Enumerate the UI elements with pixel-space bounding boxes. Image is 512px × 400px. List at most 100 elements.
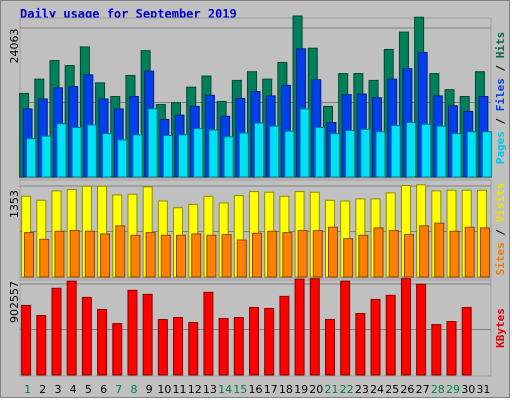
bar-hits-pages-day-11 <box>178 134 189 178</box>
panel-hits-max-label: 24063 <box>8 29 21 64</box>
bar-hits-pages-day-13 <box>208 129 219 178</box>
x-tick-day-19: 19 <box>294 383 308 396</box>
bar-visits-sites-day-20 <box>312 230 323 278</box>
x-tick-day-2: 2 <box>39 383 46 396</box>
bar-visits-sites-day-28 <box>434 222 445 278</box>
bar-visits-sites-day-21 <box>327 226 338 278</box>
bar-kbytes-kbytes-day-14 <box>218 318 229 376</box>
bar-hits-pages-day-15 <box>238 132 249 178</box>
x-tick-day-31: 31 <box>476 383 490 396</box>
bar-hits-pages-day-12 <box>193 128 204 178</box>
bar-visits-sites-day-8 <box>130 234 141 278</box>
bar-visits-sites-day-6 <box>100 233 111 278</box>
bar-hits-pages-day-27 <box>421 123 432 178</box>
bar-kbytes-kbytes-day-3 <box>51 287 62 376</box>
x-tick-day-11: 11 <box>173 383 187 396</box>
bar-kbytes-kbytes-day-17 <box>264 307 275 376</box>
bar-hits-pages-day-30 <box>466 131 477 178</box>
panel-visits-legend: Sites / Visits <box>494 183 507 276</box>
x-tick-day-29: 29 <box>446 383 460 396</box>
bar-kbytes-kbytes-day-30 <box>461 306 472 376</box>
x-tick-day-15: 15 <box>233 383 247 396</box>
bar-kbytes-kbytes-day-21 <box>324 319 335 376</box>
bar-kbytes-kbytes-day-25 <box>385 294 396 376</box>
bar-hits-pages-day-6 <box>102 133 113 178</box>
bar-kbytes-kbytes-day-4 <box>66 280 77 376</box>
bar-visits-sites-day-26 <box>403 234 414 278</box>
bar-visits-sites-day-16 <box>252 232 262 278</box>
bar-kbytes-kbytes-day-22 <box>340 280 351 376</box>
bar-visits-sites-day-29 <box>449 230 460 278</box>
bar-visits-sites-day-22 <box>343 238 354 278</box>
x-tick-day-18: 18 <box>279 383 293 396</box>
x-tick-day-16: 16 <box>249 383 263 396</box>
bar-hits-pages-day-2 <box>41 135 52 178</box>
legend-part-hits-4: Hits <box>494 32 507 59</box>
bar-visits-sites-day-7 <box>115 225 126 278</box>
bar-hits-pages-day-7 <box>117 139 128 178</box>
legend-part-hits-3: / <box>494 58 507 78</box>
bar-visits-sites-day-24 <box>373 227 384 278</box>
bar-hits-pages-day-19 <box>299 108 310 178</box>
bar-hits-pages-day-10 <box>162 135 173 178</box>
bar-visits-sites-day-3 <box>54 230 65 278</box>
bar-visits-sites-day-12 <box>191 233 202 278</box>
bar-visits-sites-day-10 <box>160 234 171 278</box>
bar-kbytes-kbytes-day-29 <box>446 321 457 376</box>
bar-hits-pages-day-31 <box>481 131 492 178</box>
bar-hits-pages-day-1 <box>26 138 37 178</box>
bar-visits-sites-day-31 <box>479 227 490 278</box>
x-tick-day-23: 23 <box>355 383 369 396</box>
bar-visits-sites-day-11 <box>176 234 187 278</box>
bar-hits-pages-day-20 <box>314 126 325 178</box>
legend-part-visits-0: Sites <box>494 242 507 275</box>
x-tick-day-30: 30 <box>461 383 475 396</box>
bar-visits-sites-day-27 <box>419 225 430 278</box>
bar-kbytes-kbytes-day-7 <box>112 323 123 376</box>
bar-kbytes-kbytes-day-9 <box>142 293 153 376</box>
bar-kbytes-kbytes-day-18 <box>279 295 290 376</box>
x-tick-day-3: 3 <box>54 383 61 396</box>
bar-hits-pages-day-28 <box>436 125 447 178</box>
bar-visits-sites-day-4 <box>69 230 80 278</box>
panel-visits-max-label: 1353 <box>8 190 21 218</box>
bar-kbytes-kbytes-day-26 <box>400 278 411 376</box>
x-tick-day-21: 21 <box>324 383 338 396</box>
bar-kbytes-kbytes-day-11 <box>173 317 184 376</box>
x-tick-day-9: 9 <box>146 383 153 396</box>
bar-visits-sites-day-18 <box>282 232 293 278</box>
bar-hits-pages-day-22 <box>345 130 356 178</box>
bar-kbytes-kbytes-day-2 <box>36 315 47 376</box>
bar-hits-pages-day-24 <box>375 131 386 178</box>
x-tick-day-5: 5 <box>85 383 92 396</box>
x-tick-day-13: 13 <box>203 383 217 396</box>
bar-hits-pages-day-5 <box>86 124 97 178</box>
bar-hits-pages-day-14 <box>223 136 234 178</box>
bar-visits-sites-day-9 <box>145 232 156 278</box>
bar-hits-pages-day-9 <box>147 108 158 178</box>
bar-visits-sites-day-13 <box>206 234 217 278</box>
bar-kbytes-kbytes-day-8 <box>127 289 138 376</box>
legend-part-hits-2: Files <box>494 78 507 111</box>
bar-hits-pages-day-29 <box>451 133 462 178</box>
legend-part-kbytes-0: KBytes <box>494 308 507 348</box>
bar-kbytes-kbytes-day-16 <box>249 306 259 376</box>
bar-visits-sites-day-30 <box>464 226 475 278</box>
panel-kbytes-max-label: 902557 <box>8 281 21 323</box>
bar-hits-pages-day-18 <box>284 130 295 178</box>
x-tick-day-25: 25 <box>385 383 399 396</box>
bar-kbytes-kbytes-day-15 <box>233 317 244 376</box>
bar-kbytes-kbytes-day-6 <box>97 308 108 376</box>
bar-visits-sites-day-19 <box>297 230 308 278</box>
legend-part-hits-1: / <box>494 111 507 131</box>
x-tick-day-22: 22 <box>340 383 354 396</box>
bar-visits-sites-day-5 <box>84 230 95 278</box>
x-tick-day-17: 17 <box>264 383 278 396</box>
bar-visits-sites-day-1 <box>24 232 35 278</box>
panel-kbytes-legend: KBytes <box>494 308 507 348</box>
x-tick-day-14: 14 <box>218 383 232 396</box>
bar-hits-pages-day-21 <box>329 133 340 178</box>
x-tick-day-27: 27 <box>416 383 430 396</box>
bar-kbytes-kbytes-day-28 <box>431 324 442 376</box>
